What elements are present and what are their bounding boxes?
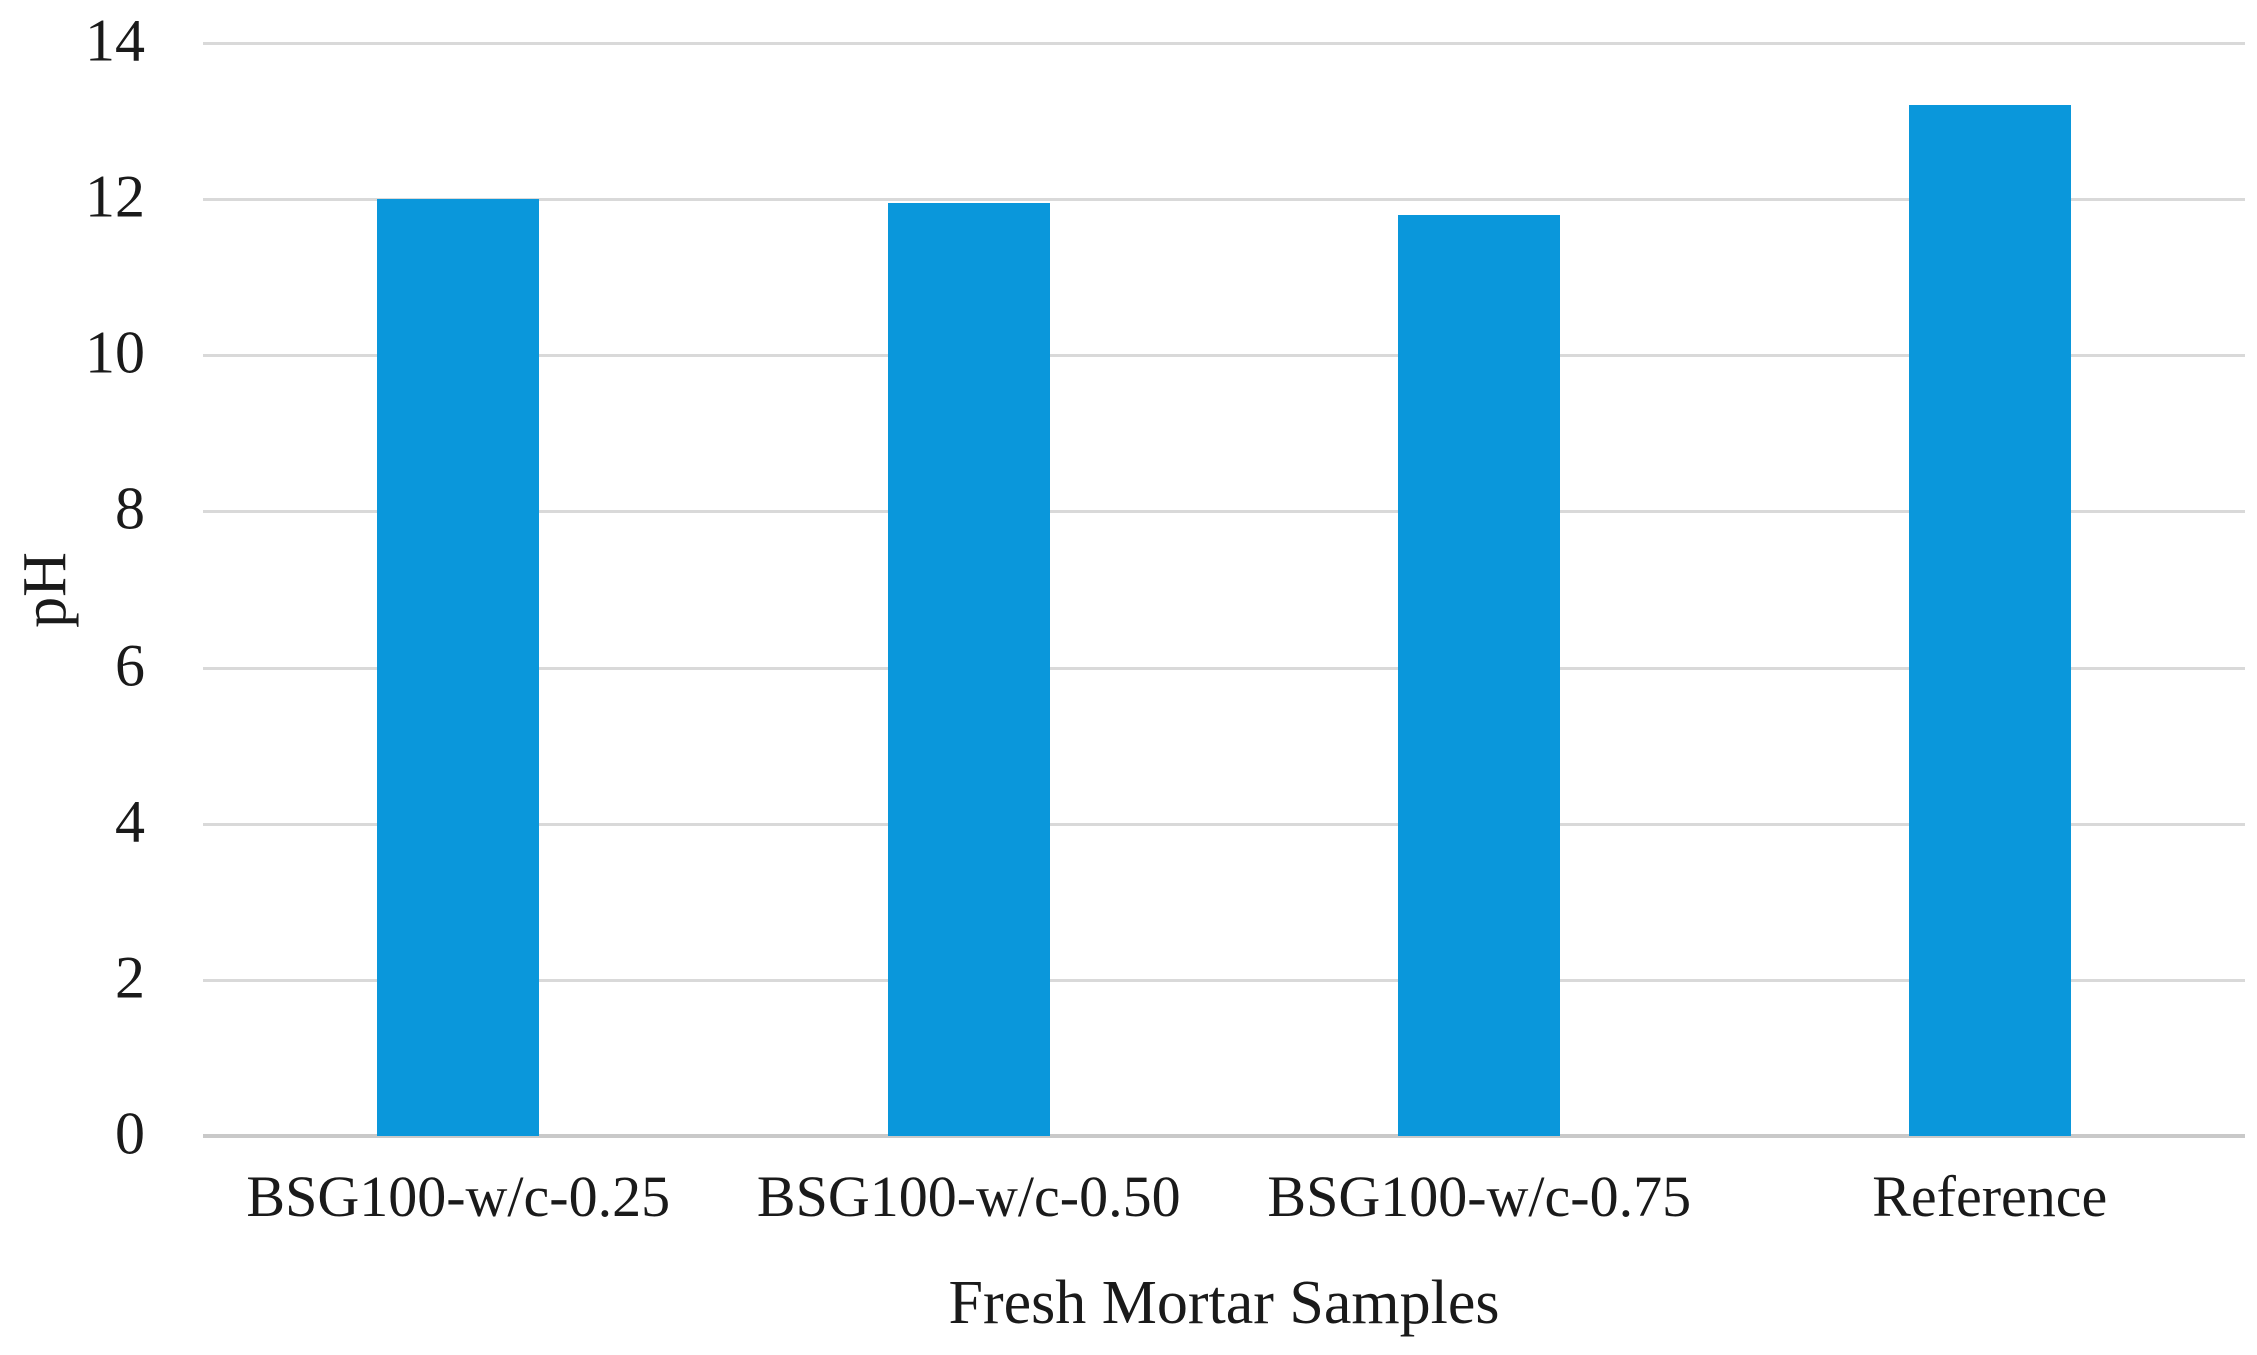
x-category-label-3: BSG100-w/c-0.75: [1267, 1164, 1692, 1229]
y-tick-label-4: 4: [115, 788, 145, 855]
x-category-label-4: Reference: [1872, 1164, 2108, 1229]
y-axis-tick-labels: 0 2 4 6 8 10 12 14: [0, 11, 145, 1164]
y-tick-label-8: 8: [115, 476, 145, 543]
y-axis-title: pH: [11, 552, 79, 628]
x-category-label-2: BSG100-w/c-0.50: [756, 1164, 1181, 1229]
plot-area: [203, 42, 2245, 1138]
x-axis-title: Fresh Mortar Samples: [948, 1269, 1500, 1337]
y-tick-label-10: 10: [85, 319, 145, 386]
bar-bsg100-w-c-0-75: [1398, 214, 1561, 1136]
y-tick-label-6: 6: [115, 632, 145, 699]
gridline-y-6: [203, 666, 2245, 670]
gridline-y-12: [203, 198, 2245, 202]
y-tick-label-0: 0: [115, 1100, 145, 1167]
gridline-y-10: [203, 354, 2245, 358]
gridline-y-2: [203, 978, 2245, 982]
gridline-y-4: [203, 822, 2245, 826]
x-axis-line: [203, 1134, 2245, 1138]
x-category-label-1: BSG100-w/c-0.25: [246, 1164, 671, 1229]
x-axis-category-labels: BSG100-w/c-0.25 BSG100-w/c-0.50 BSG100-w/c…: [203, 1168, 2245, 1248]
y-tick-label-12: 12: [85, 163, 145, 230]
bar-bsg100-w-c-0-50: [887, 203, 1050, 1136]
bar-bsg100-w-c-0-25: [377, 199, 540, 1136]
gridline-y-14: [203, 42, 2245, 45]
gridline-y-8: [203, 510, 2245, 514]
y-tick-label-2: 2: [115, 944, 145, 1011]
bar-reference: [1908, 105, 2071, 1136]
y-tick-label-14: 14: [85, 7, 145, 74]
